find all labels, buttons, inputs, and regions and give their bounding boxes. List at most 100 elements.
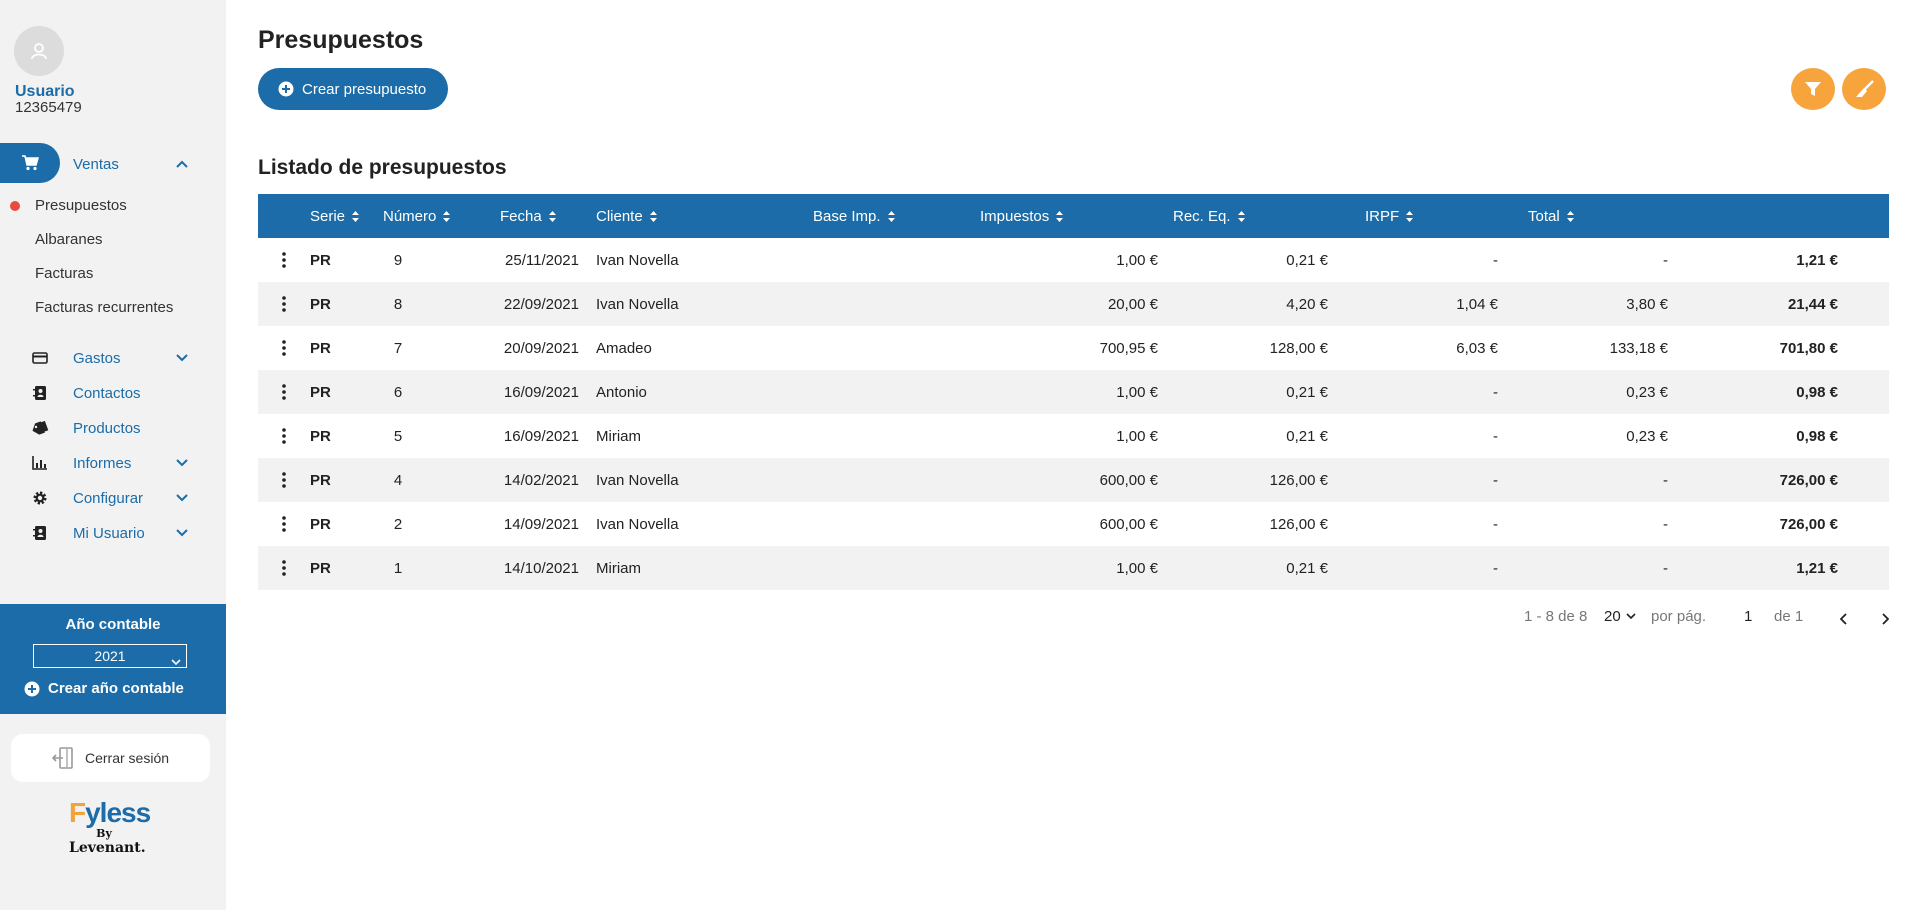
- cell-impuestos: 0,21 €: [1286, 427, 1328, 445]
- gear-icon: [31, 489, 49, 507]
- brand-f: F: [69, 797, 86, 828]
- table-row[interactable]: PR 4 14/02/2021 Ivan Novella 600,00 € 12…: [258, 458, 1889, 502]
- current-page[interactable]: 1: [1744, 608, 1753, 625]
- sidebar-subitem-albaranes[interactable]: Albaranes: [35, 231, 103, 248]
- chevron-down-icon: [174, 350, 190, 366]
- cell-numero: 7: [393, 339, 403, 357]
- more-vertical-icon[interactable]: [282, 516, 286, 536]
- per-page-label: por pág.: [1651, 608, 1707, 625]
- nav-active-marker[interactable]: [0, 143, 60, 183]
- more-vertical-icon[interactable]: [282, 340, 286, 360]
- cell-impuestos: 0,21 €: [1286, 559, 1328, 577]
- filter-icon: [1805, 82, 1821, 96]
- broom-icon: [1856, 80, 1874, 97]
- cell-base: 1,00 €: [1116, 251, 1158, 269]
- cell-fecha: 16/09/2021: [503, 427, 579, 445]
- chevron-up-icon: [174, 156, 190, 172]
- contacts-icon: [31, 384, 49, 402]
- more-vertical-icon[interactable]: [282, 252, 286, 272]
- table-row[interactable]: PR 2 14/09/2021 Ivan Novella 600,00 € 12…: [258, 502, 1889, 546]
- next-page-button[interactable]: [1881, 612, 1890, 629]
- sort-icon: [1406, 210, 1414, 222]
- user-id: 12365479: [15, 99, 82, 116]
- more-vertical-icon[interactable]: [282, 472, 286, 492]
- more-vertical-icon[interactable]: [282, 428, 286, 448]
- sort-icon: [1056, 210, 1064, 222]
- sidebar-subitem-presupuestos[interactable]: Presupuestos: [35, 197, 127, 214]
- cell-rec-eq: 6,03 €: [1456, 339, 1498, 357]
- logout-button[interactable]: Cerrar sesión: [11, 734, 210, 782]
- cell-serie: PR: [310, 559, 331, 577]
- column-header-rec-eq[interactable]: Rec. Eq.: [1173, 194, 1246, 238]
- logout-icon: [51, 746, 75, 775]
- cell-base: 1,00 €: [1116, 383, 1158, 401]
- cell-numero: 8: [393, 295, 403, 313]
- column-header-impuestos[interactable]: Impuestos: [980, 194, 1064, 238]
- cell-base: 600,00 €: [1099, 515, 1158, 533]
- column-header-base[interactable]: Base Imp.: [813, 194, 896, 238]
- brand-logo: Fyless By Levenant.: [69, 797, 159, 857]
- chevron-down-icon: [174, 455, 190, 471]
- cell-cliente: Ivan Novella: [596, 515, 679, 533]
- more-vertical-icon[interactable]: [282, 296, 286, 316]
- sidebar-subitem-facturas-recurrentes[interactable]: Facturas recurrentes: [35, 299, 174, 316]
- sidebar-subitem-facturas[interactable]: Facturas: [35, 265, 94, 282]
- cell-fecha: 14/10/2021: [503, 559, 579, 577]
- sidebar-item-configurar[interactable]: Configurar: [0, 483, 226, 513]
- sidebar-item-productos[interactable]: Productos: [0, 413, 226, 443]
- brand-by: By: [96, 827, 112, 840]
- plus-circle-icon: [24, 681, 40, 696]
- column-header-serie[interactable]: Serie: [310, 194, 360, 238]
- table-row[interactable]: PR 8 22/09/2021 Ivan Novella 20,00 € 4,2…: [258, 282, 1889, 326]
- cell-cliente: Antonio: [596, 383, 647, 401]
- cell-fecha: 22/09/2021: [503, 295, 579, 313]
- column-header-fecha[interactable]: Fecha: [500, 194, 557, 238]
- sidebar-item-informes[interactable]: Informes: [0, 448, 226, 478]
- cell-fecha: 14/09/2021: [503, 515, 579, 533]
- tag-icon: [31, 419, 49, 437]
- sidebar-item-mi-usuario[interactable]: Mi Usuario: [0, 518, 226, 548]
- column-header-total[interactable]: Total: [1528, 194, 1575, 238]
- sidebar-item-label: Productos: [73, 419, 141, 437]
- clear-filters-button[interactable]: [1842, 68, 1886, 110]
- sort-icon: [649, 210, 657, 222]
- chevron-down-icon: [1626, 613, 1636, 620]
- sidebar-item-ventas[interactable]: Ventas: [0, 149, 226, 179]
- table-row[interactable]: PR 7 20/09/2021 Amadeo 700,95 € 128,00 €…: [258, 326, 1889, 370]
- chevron-down-icon: [174, 525, 190, 541]
- cell-serie: PR: [310, 471, 331, 489]
- prev-page-button[interactable]: [1839, 612, 1848, 629]
- active-dot: [10, 201, 20, 211]
- chevron-left-icon: [1839, 613, 1847, 625]
- cell-fecha: 16/09/2021: [503, 383, 579, 401]
- sidebar-item-gastos[interactable]: Gastos: [0, 343, 226, 373]
- filter-button[interactable]: [1791, 68, 1835, 110]
- logout-label: Cerrar sesión: [85, 750, 170, 766]
- cell-irpf: -: [1663, 251, 1668, 269]
- sidebar-item-label: Contactos: [73, 384, 141, 402]
- create-budget-button[interactable]: Crear presupuesto: [258, 68, 448, 110]
- card-icon: [31, 349, 49, 367]
- column-header-irpf[interactable]: IRPF: [1365, 194, 1414, 238]
- cell-numero: 5: [393, 427, 403, 445]
- cell-rec-eq: -: [1493, 471, 1498, 489]
- table-row[interactable]: PR 6 16/09/2021 Antonio 1,00 € 0,21 € - …: [258, 370, 1889, 414]
- sidebar-item-label: Gastos: [73, 349, 121, 367]
- column-header-numero[interactable]: Número: [383, 194, 451, 238]
- cell-cliente: Ivan Novella: [596, 471, 679, 489]
- sidebar-item-contactos[interactable]: Contactos: [0, 378, 226, 408]
- table-row[interactable]: PR 5 16/09/2021 Miriam 1,00 € 0,21 € - 0…: [258, 414, 1889, 458]
- table-row[interactable]: PR 1 14/10/2021 Miriam 1,00 € 0,21 € - -…: [258, 546, 1889, 590]
- accounting-year-select[interactable]: 2021: [33, 644, 187, 668]
- cell-impuestos: 0,21 €: [1286, 383, 1328, 401]
- more-vertical-icon[interactable]: [282, 384, 286, 404]
- column-header-cliente[interactable]: Cliente: [596, 194, 658, 238]
- chart-icon: [31, 454, 49, 472]
- create-accounting-year-button[interactable]: Crear año contable: [24, 680, 184, 697]
- table-row[interactable]: PR 9 25/11/2021 Ivan Novella 1,00 € 0,21…: [258, 238, 1889, 282]
- avatar[interactable]: [14, 26, 64, 76]
- cell-total: 1,21 €: [1796, 251, 1838, 269]
- more-vertical-icon[interactable]: [282, 560, 286, 580]
- cell-base: 20,00 €: [1107, 295, 1158, 313]
- per-page-select[interactable]: 20: [1604, 608, 1636, 625]
